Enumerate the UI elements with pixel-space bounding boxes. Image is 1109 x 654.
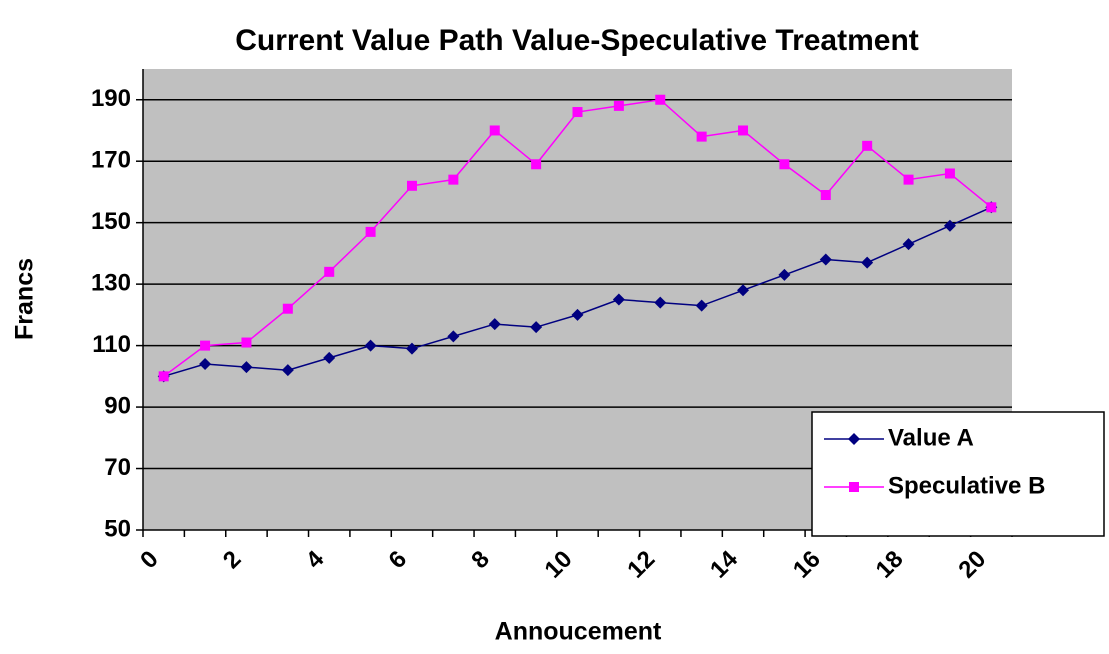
point bbox=[819, 253, 832, 266]
point bbox=[241, 337, 252, 348]
point bbox=[405, 342, 418, 355]
x-tick-label: 0 bbox=[135, 546, 164, 575]
point bbox=[779, 159, 790, 170]
x-axis-label: Annoucement bbox=[495, 618, 662, 646]
point bbox=[903, 174, 914, 185]
point bbox=[281, 364, 294, 377]
point bbox=[199, 358, 212, 371]
point bbox=[655, 94, 666, 105]
x-tick-label: 12 bbox=[622, 546, 660, 584]
point bbox=[778, 268, 791, 281]
y-axis-label: Francs bbox=[11, 258, 39, 340]
point bbox=[613, 100, 624, 111]
point bbox=[654, 296, 667, 309]
point bbox=[323, 351, 336, 364]
point bbox=[572, 107, 583, 118]
x-tick-label: 8 bbox=[466, 546, 495, 575]
x-tick-label: 16 bbox=[788, 546, 826, 584]
point bbox=[861, 256, 874, 269]
point bbox=[862, 140, 873, 151]
point bbox=[696, 131, 707, 142]
x-tick-label: 4 bbox=[301, 545, 330, 574]
legend-marker bbox=[848, 433, 860, 445]
point bbox=[489, 125, 500, 136]
point bbox=[612, 293, 625, 306]
legend-box bbox=[811, 411, 1105, 537]
point bbox=[447, 330, 460, 343]
y-tick-label: 90 bbox=[104, 392, 131, 419]
point bbox=[364, 339, 377, 352]
point bbox=[902, 238, 915, 251]
point bbox=[530, 321, 543, 334]
legend-label: Value A bbox=[888, 424, 974, 451]
x-tick-label: 20 bbox=[953, 546, 991, 584]
y-tick-label: 150 bbox=[91, 208, 131, 235]
point bbox=[820, 190, 831, 201]
point bbox=[282, 303, 293, 314]
y-tick-label: 190 bbox=[91, 85, 131, 112]
y-tick-label: 70 bbox=[104, 454, 131, 481]
legend-label: Speculative B bbox=[888, 472, 1045, 499]
point bbox=[571, 308, 584, 321]
point bbox=[944, 168, 955, 179]
point bbox=[365, 226, 376, 237]
x-tick-label: 2 bbox=[218, 546, 247, 575]
point bbox=[200, 340, 211, 351]
point bbox=[240, 361, 253, 374]
x-tick-label: 14 bbox=[705, 545, 743, 583]
x-tick-label: 10 bbox=[540, 546, 578, 584]
point bbox=[531, 159, 542, 170]
chart-title: Current Value Path Value-Speculative Tre… bbox=[235, 24, 919, 57]
point bbox=[406, 180, 417, 191]
y-tick-label: 130 bbox=[91, 269, 131, 296]
point bbox=[324, 266, 335, 277]
point bbox=[943, 219, 956, 232]
legend-marker bbox=[849, 482, 859, 492]
point bbox=[158, 371, 169, 382]
point bbox=[986, 202, 997, 213]
point bbox=[695, 299, 708, 312]
point bbox=[448, 174, 459, 185]
y-tick-label: 170 bbox=[91, 147, 131, 174]
x-tick-label: 18 bbox=[871, 546, 909, 584]
y-tick-label: 50 bbox=[104, 515, 131, 542]
y-tick-label: 110 bbox=[92, 331, 131, 358]
point bbox=[488, 318, 501, 331]
x-tick-label: 6 bbox=[383, 546, 412, 575]
point bbox=[737, 284, 750, 297]
point bbox=[738, 125, 749, 136]
